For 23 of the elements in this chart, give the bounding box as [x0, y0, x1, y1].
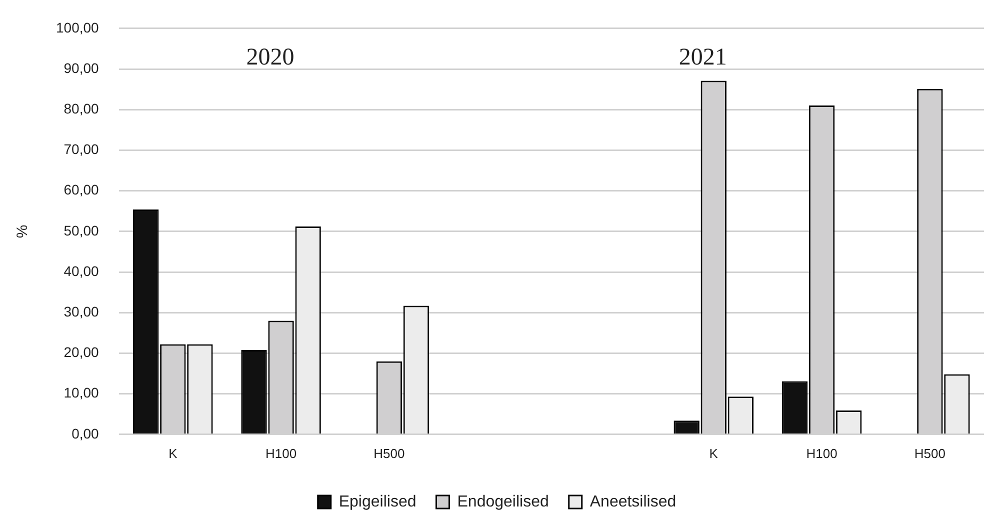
annotation: 2020	[246, 44, 294, 71]
y-tick-label: 10,00	[64, 384, 100, 401]
y-tick-label: 50,00	[64, 222, 100, 238]
x-tick-label: H500	[914, 446, 946, 461]
annotation: 2021	[678, 44, 727, 71]
x-tick-label: H100	[266, 446, 297, 461]
y-tick-label: 70,00	[64, 141, 100, 158]
y-tick-label: 0,00	[72, 425, 100, 442]
y-tick-label: 40,00	[64, 262, 100, 279]
y-tick-label: 60,00	[64, 182, 100, 198]
y-tick-label: 100,00	[56, 19, 100, 36]
y-tick-label: 90,00	[64, 60, 100, 76]
legend-label: Endogeilised	[457, 493, 549, 510]
legend-label: Epigeilised	[338, 493, 416, 510]
y-tick-label: 30,00	[64, 303, 100, 320]
y-axis-title: %	[14, 224, 32, 238]
y-tick-label: 80,00	[64, 100, 100, 116]
x-tick-label: H500	[374, 446, 405, 461]
x-tick-label: K	[168, 446, 178, 461]
x-tick-label: K	[709, 446, 718, 461]
legend-label: Aneetsilised	[590, 493, 676, 510]
x-tick-label: H100	[806, 446, 838, 461]
y-tick-label: 20,00	[64, 344, 100, 360]
